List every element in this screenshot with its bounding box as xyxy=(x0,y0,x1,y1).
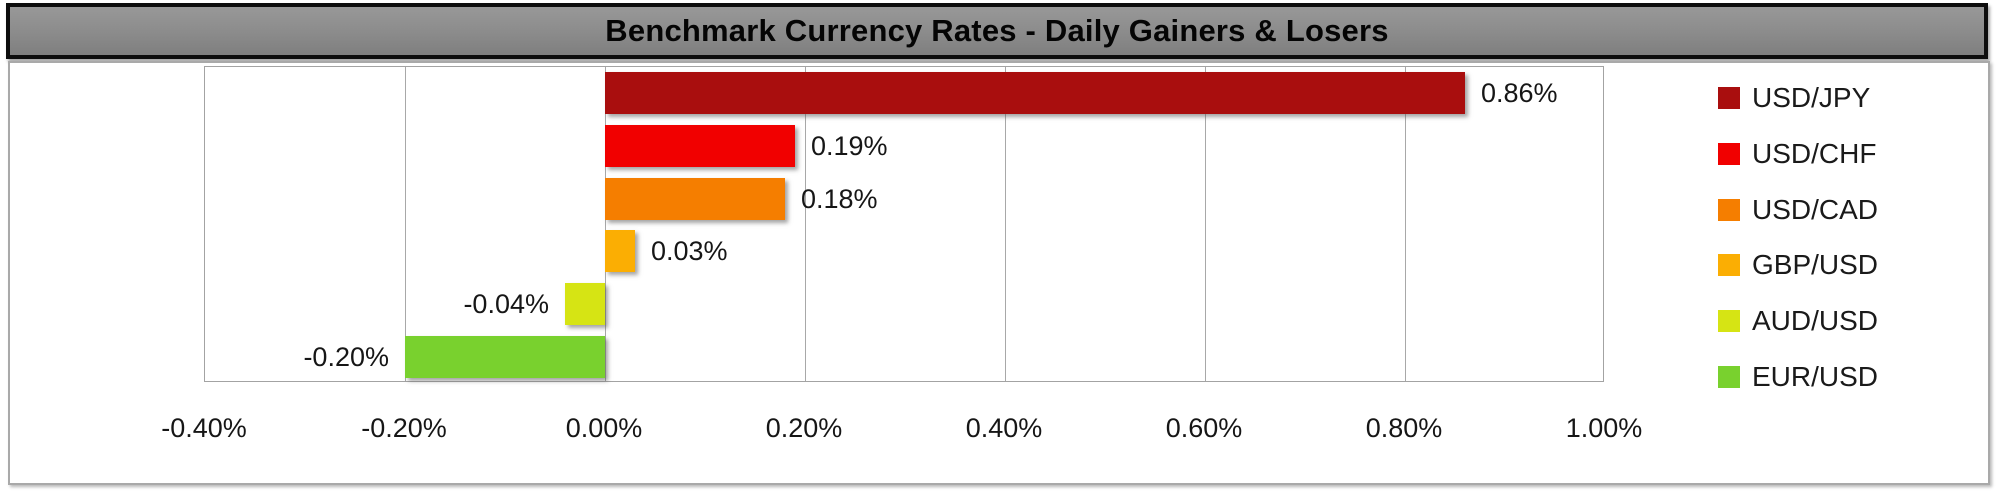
legend-swatch-icon xyxy=(1718,198,1740,221)
legend-swatch-icon xyxy=(1718,254,1740,277)
x-tick-label-1.00%: 1.00% xyxy=(1565,413,1643,443)
gridline-0.2 xyxy=(804,67,806,381)
legend-item-usd-cad: USD/CAD xyxy=(1718,193,1879,225)
legend-item-usd-jpy: USD/JPY xyxy=(1718,83,1870,113)
legend-item-aud-usd: AUD/USD xyxy=(1718,306,1878,336)
legend: USD/JPY USD/CHF USD/CAD GBP/USD AUD/USD EUR/U… xyxy=(1718,63,1982,483)
legend-swatch-icon xyxy=(1718,366,1740,388)
x-axis: -0.40% -0.20% 0.00% 0.20% 0.40% 0.60% 0.80% 1.0… xyxy=(10,412,1988,444)
x-tick-label-0.20%: 0.20% xyxy=(765,413,843,443)
plot-area: 0.86% 0.19% 0.18% 0.03% -0.04% -0.20% xyxy=(204,66,1604,382)
gridline--0.2 xyxy=(404,67,406,381)
legend-swatch-icon xyxy=(1718,142,1740,165)
legend-label: USD/JPY xyxy=(1752,82,1871,113)
data-label-usd-chf: 0.19% xyxy=(811,131,888,161)
gridline-0.6 xyxy=(1204,67,1206,381)
legend-label: USD/CAD xyxy=(1752,193,1879,225)
bar-aud-usd xyxy=(565,283,605,325)
legend-swatch-icon xyxy=(1718,310,1740,333)
legend-swatch-icon xyxy=(1718,87,1740,109)
bar-gbp-usd xyxy=(605,230,635,273)
data-label-usd-cad: 0.18% xyxy=(801,183,878,214)
legend-item-eur-usd: EUR/USD xyxy=(1718,362,1878,392)
gridline-0 xyxy=(604,67,606,381)
x-tick-label-0.00%: 0.00% xyxy=(565,413,643,443)
x-tick-label-0.40%: 0.40% xyxy=(965,413,1043,443)
x-tick-label--0.40%: -0.40% xyxy=(161,413,247,443)
chart-area: 0.86% 0.19% 0.18% 0.03% -0.04% -0.20% -0.40% -… xyxy=(8,61,1990,485)
x-tick-label--0.20%: -0.20% xyxy=(361,413,447,443)
x-tick-label-0.60%: 0.60% xyxy=(1165,413,1243,443)
legend-label: GBP/USD xyxy=(1752,249,1879,281)
legend-label: EUR/USD xyxy=(1752,361,1879,392)
legend-label: AUD/USD xyxy=(1752,305,1879,337)
data-label-usd-jpy: 0.86% xyxy=(1481,78,1558,109)
chart-title-bar: Benchmark Currency Rates - Daily Gainers… xyxy=(6,3,1988,59)
legend-label: USD/CHF xyxy=(1752,137,1877,169)
bar-usd-cad xyxy=(605,177,785,220)
chart-title: Benchmark Currency Rates - Daily Gainers… xyxy=(605,13,1389,48)
x-tick-label-0.80%: 0.80% xyxy=(1365,413,1443,443)
data-label-aud-usd: -0.04% xyxy=(463,289,549,319)
data-label-eur-usd: -0.20% xyxy=(303,341,389,372)
bar-eur-usd xyxy=(405,335,605,378)
bar-usd-jpy xyxy=(605,72,1465,115)
data-label-gbp-usd: 0.03% xyxy=(651,236,728,267)
bar-usd-chf xyxy=(605,125,795,167)
legend-item-gbp-usd: GBP/USD xyxy=(1718,250,1878,280)
gridline-0.8 xyxy=(1404,67,1406,381)
legend-item-usd-chf: USD/CHF xyxy=(1718,137,1877,169)
gridline-0.4 xyxy=(1004,67,1006,381)
